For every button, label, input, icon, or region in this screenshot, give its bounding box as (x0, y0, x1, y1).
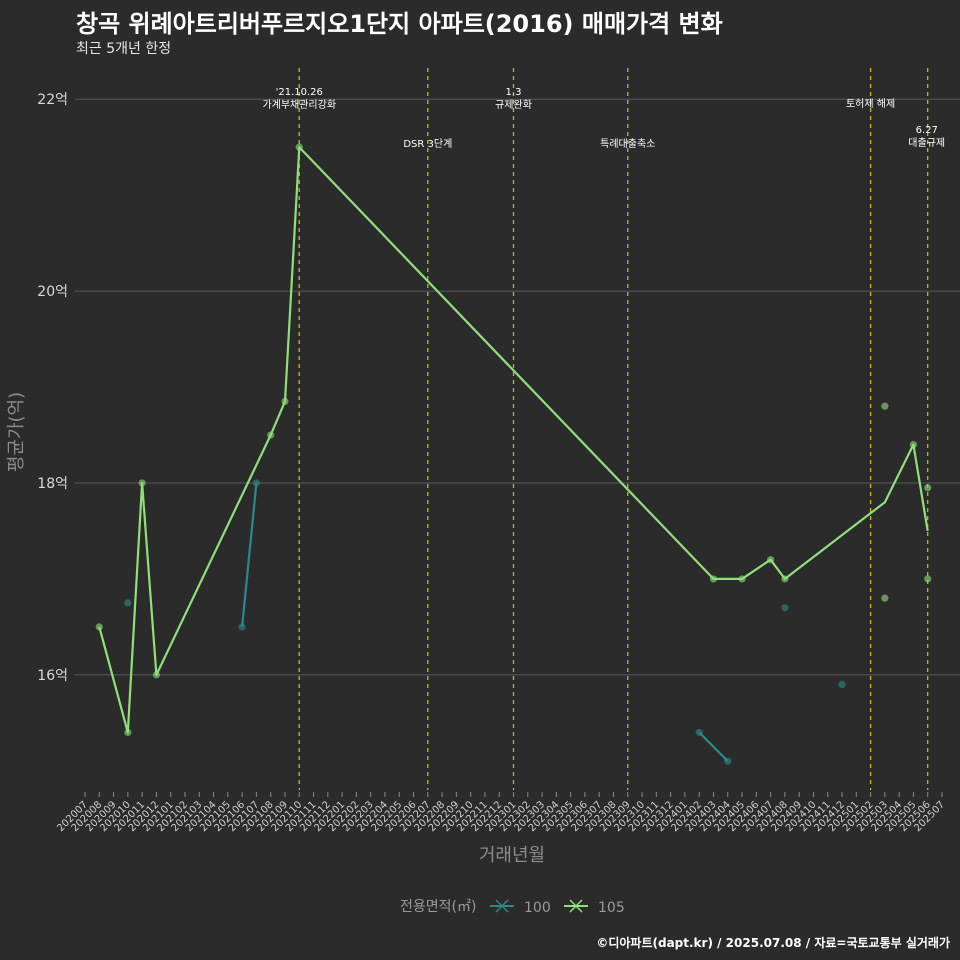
legend-key-cross (569, 899, 583, 913)
grid-lines (75, 98, 960, 676)
y-tick-label: 18억 (37, 476, 68, 492)
series-line-100 (698, 731, 729, 762)
legend-key-cross (495, 899, 509, 913)
y-axis-title: 평균가(억) (6, 392, 27, 472)
data-point-105 (781, 575, 789, 583)
data-point-100 (238, 623, 246, 631)
series-line-100 (241, 482, 258, 628)
series-line-105 (98, 146, 929, 734)
chart-title: 창곡 위례아트리버푸르지오1단지 아파트(2016) 매매가격 변화 (76, 10, 723, 38)
data-point-105 (295, 143, 303, 151)
data-point-105 (881, 402, 889, 410)
y-tick-label: 22억 (37, 92, 68, 108)
data-point-100 (724, 757, 732, 765)
data-point-105 (281, 397, 289, 406)
chart-subtitle: 최근 5개년 한정 (76, 41, 172, 57)
data-point-105 (152, 671, 161, 679)
y-axis-ticks: 16억 18억 20억 22억 (37, 92, 68, 684)
event-label: 대출규제 (908, 137, 945, 149)
y-tick-label: 16억 (37, 668, 68, 684)
x-axis-ticks: 2020072020082020092020102020112020122021… (55, 792, 947, 834)
data-point-100 (695, 728, 703, 737)
y-tick-label: 20억 (37, 284, 68, 300)
data-point-100 (781, 604, 789, 612)
event-label: 규제완화 (495, 99, 532, 111)
event-label: DSR 3단계 (403, 138, 452, 150)
data-point-105 (709, 575, 718, 583)
event-label: 6.27 (916, 125, 938, 136)
data-point-105 (267, 431, 275, 439)
legend-title: 전용면적(㎡) (400, 899, 476, 915)
data-point-105 (738, 575, 746, 583)
data-point-105 (138, 479, 146, 487)
data-point-105 (924, 484, 932, 492)
legend-label-105: 105 (598, 900, 625, 916)
event-label: 토허제 해제 (846, 97, 895, 110)
event-label: '21.10.26 (276, 87, 323, 98)
x-axis-title: 거래년월 (479, 845, 545, 866)
source-caption: ©디아파트(dapt.kr) / 2025.07.08 / 자료=국토교통부 실… (596, 936, 950, 950)
data-point-100 (124, 599, 132, 607)
data-point-105 (881, 594, 889, 602)
event-label: 가계부채관리강화 (262, 99, 336, 111)
event-label: 특례대출축소 (600, 138, 655, 150)
data-point-105 (909, 440, 918, 449)
series-group (95, 143, 932, 765)
legend: 전용면적(㎡) 100 105 (400, 899, 625, 916)
data-point-100 (838, 680, 846, 689)
data-point-105 (924, 575, 932, 583)
data-point-105 (124, 728, 132, 737)
event-label: 1.3 (506, 87, 522, 98)
data-point-105 (767, 556, 775, 564)
data-point-105 (95, 623, 103, 631)
legend-label-100: 100 (524, 900, 551, 916)
data-point-100 (252, 479, 260, 487)
